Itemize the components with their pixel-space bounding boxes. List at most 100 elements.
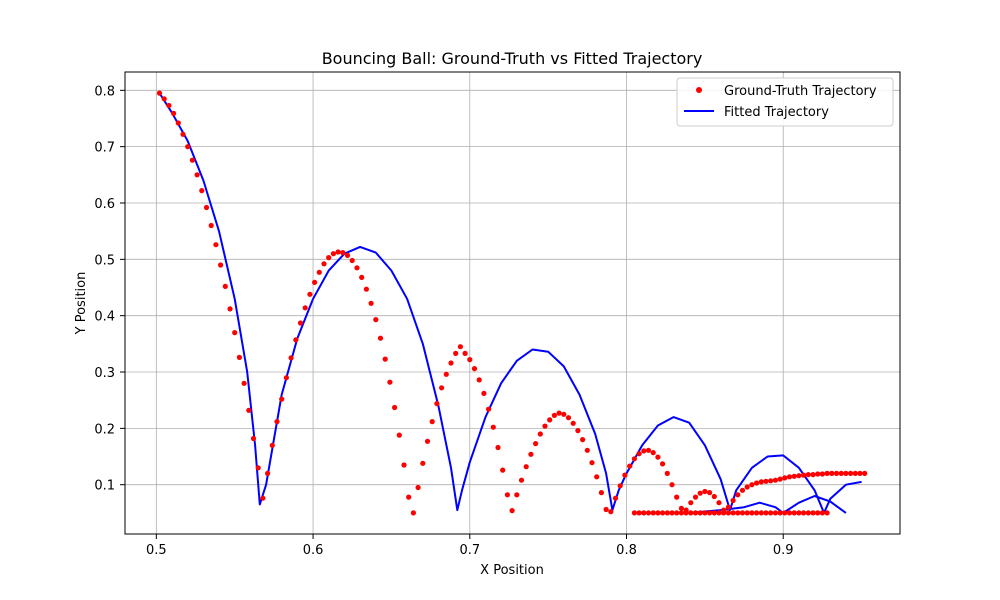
ground-truth-point — [739, 487, 746, 493]
ground-truth-point — [707, 510, 713, 516]
ground-truth-point — [260, 495, 266, 501]
ground-truth-point — [189, 157, 195, 163]
ground-truth-point — [561, 411, 567, 417]
ground-truth-point — [180, 131, 186, 137]
ground-truth-point — [218, 262, 224, 268]
ground-truth-point — [716, 500, 722, 506]
ground-truth-point — [735, 510, 741, 516]
y-tick-label: 0.6 — [94, 197, 115, 212]
ground-truth-point — [772, 477, 779, 483]
ground-truth-point — [660, 510, 666, 516]
ground-truth-point — [636, 510, 642, 516]
ground-truth-point — [175, 120, 181, 126]
ground-truth-point — [392, 404, 398, 411]
ground-truth-point — [326, 255, 332, 261]
ground-truth-point — [467, 357, 473, 363]
ground-truth-point — [185, 144, 191, 150]
ground-truth-point — [660, 461, 666, 467]
ground-truth-point — [838, 470, 844, 476]
ground-truth-point — [250, 435, 257, 442]
ground-truth-point — [650, 450, 656, 456]
ground-truth-point — [523, 464, 529, 470]
ground-truth-point — [594, 474, 600, 480]
chart-title: Bouncing Ball: Ground-Truth vs Fitted Tr… — [322, 49, 703, 68]
ground-truth-point — [815, 471, 821, 477]
ground-truth-point — [495, 444, 501, 451]
ground-truth-point — [283, 375, 289, 381]
ground-truth-point — [274, 419, 280, 425]
ground-truth-point — [801, 472, 807, 478]
ground-truth-point — [171, 110, 177, 116]
ground-truth-point — [749, 482, 755, 488]
ground-truth-point — [721, 510, 727, 516]
ground-truth-point — [711, 493, 717, 500]
ground-truth-point — [476, 377, 482, 383]
ground-truth-point — [669, 510, 675, 516]
ground-truth-point — [702, 488, 708, 495]
ground-truth-point — [631, 510, 638, 516]
ground-truth-point — [340, 250, 346, 256]
ground-truth-point — [791, 510, 797, 516]
ground-truth-point — [307, 291, 313, 297]
ground-truth-point — [763, 510, 769, 516]
ground-truth-point — [641, 510, 647, 516]
ground-truth-point — [368, 300, 374, 306]
ground-truth-point — [824, 470, 830, 476]
legend-marker-ground-truth — [696, 87, 702, 93]
ground-truth-point — [782, 475, 788, 481]
ground-truth-point — [236, 354, 242, 360]
ground-truth-point — [735, 492, 741, 498]
ground-truth-point — [786, 510, 793, 516]
ground-truth-point — [424, 438, 431, 444]
ground-truth-point — [688, 500, 694, 506]
ground-truth-point — [575, 428, 581, 434]
ground-truth-point — [514, 492, 520, 498]
ground-truth-point — [518, 477, 525, 483]
ground-truth-point — [852, 470, 858, 476]
ground-truth-point — [749, 510, 755, 516]
ground-truth-point — [758, 510, 764, 516]
ground-truth-point — [373, 317, 379, 323]
ground-truth-point — [692, 494, 699, 500]
ground-truth-point — [457, 344, 463, 350]
ground-truth-point — [805, 510, 811, 516]
ground-truth-point — [213, 242, 219, 248]
ground-truth-point — [641, 448, 647, 454]
ground-truth-point — [434, 401, 440, 407]
ground-truth-point — [227, 306, 233, 312]
ground-truth-point — [674, 494, 680, 500]
ground-truth-points — [156, 90, 868, 516]
ground-truth-point — [824, 510, 830, 516]
ground-truth-point — [415, 484, 421, 491]
ground-truth-point — [471, 366, 478, 372]
ground-truth-point — [862, 470, 868, 476]
ground-truth-point — [730, 510, 736, 516]
ground-truth-point — [288, 355, 294, 361]
ground-truth-point — [608, 509, 614, 515]
ground-truth-point — [636, 451, 642, 457]
y-tick-label: 0.2 — [94, 422, 115, 437]
ground-truth-point — [330, 251, 336, 257]
ground-truth-point — [363, 286, 369, 292]
y-axis-label: Y Position — [74, 272, 89, 336]
ground-truth-point — [448, 360, 454, 366]
ground-truth-point — [791, 473, 797, 479]
x-tick-label: 0.8 — [616, 543, 637, 558]
ground-truth-point — [509, 508, 515, 514]
ground-truth-point — [744, 510, 750, 516]
ground-truth-point — [702, 510, 708, 516]
ground-truth-point — [312, 279, 318, 285]
ground-truth-point — [655, 454, 661, 460]
y-tick-label: 0.8 — [94, 84, 115, 99]
ground-truth-point — [401, 462, 407, 468]
ground-truth-point — [335, 249, 341, 255]
ground-truth-point — [598, 490, 605, 496]
ground-truth-point — [650, 510, 656, 516]
ground-truth-point — [269, 442, 275, 448]
ground-truth-point — [161, 96, 167, 102]
ground-truth-point — [462, 350, 468, 356]
ground-truth-point — [246, 407, 252, 413]
ground-truth-point — [697, 510, 703, 516]
ground-truth-point — [387, 379, 393, 385]
